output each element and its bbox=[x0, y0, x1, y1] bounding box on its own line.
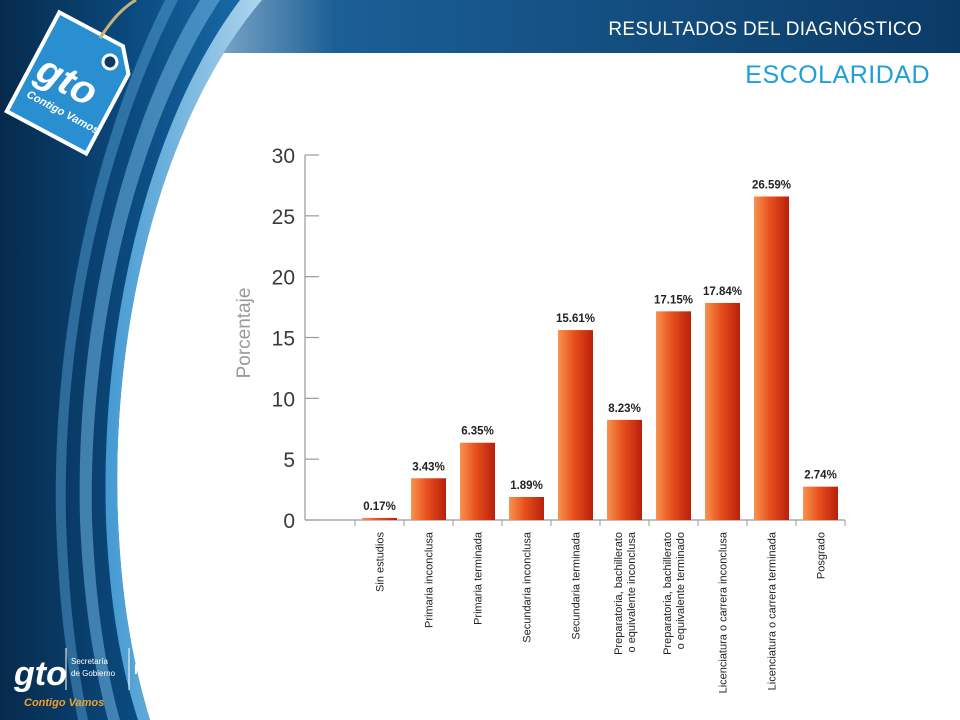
y-tick-label: 5 bbox=[283, 449, 295, 472]
category-label-line: o equivalente inconclusa bbox=[626, 531, 638, 652]
category-label-line: Primaria terminada bbox=[473, 531, 485, 625]
category-label: Preparatoria, bachillerato o equivalente … bbox=[613, 531, 638, 655]
footer-logos: gto Contigo Vamos Secretaría de Gobierno… bbox=[13, 648, 171, 709]
category-label-line: Posgrado bbox=[816, 532, 828, 579]
footer-org-line2: de Gobierno bbox=[71, 669, 116, 678]
footer-imug-logo: IMUG bbox=[134, 661, 171, 677]
bar bbox=[411, 478, 446, 520]
tag-string bbox=[98, 0, 137, 39]
category-label-line: Sin estudios bbox=[375, 532, 387, 592]
data-label: 2.74% bbox=[804, 470, 837, 482]
bar bbox=[558, 330, 593, 520]
category-label: Posgrado bbox=[816, 532, 828, 579]
category-label: Primaria terminada bbox=[473, 531, 485, 625]
data-label: 1.89% bbox=[510, 480, 543, 492]
category-label: Sin estudios bbox=[375, 532, 387, 592]
bar bbox=[705, 302, 740, 520]
y-tick-label: 25 bbox=[272, 206, 295, 229]
category-label-line: Preparatoria, bachillerato bbox=[662, 532, 674, 655]
left-swoosh-stripe bbox=[105, 0, 262, 720]
bar bbox=[362, 517, 397, 520]
bar bbox=[803, 486, 838, 520]
data-label: 17.84% bbox=[703, 286, 742, 298]
category-label-line: o equivalente terminado bbox=[675, 532, 687, 649]
bar bbox=[509, 497, 544, 520]
category-label-line: Preparatoria, bachillerato bbox=[613, 532, 625, 655]
category-label: Preparatoria, bachillerato o equivalente … bbox=[662, 532, 687, 655]
gto-tag-logo: gto Contigo Vamos bbox=[4, 9, 131, 157]
data-label: 8.23% bbox=[608, 403, 641, 415]
category-label-line: Licenciatura o carrera inconclusa bbox=[718, 531, 730, 693]
footer-slogan: Contigo Vamos bbox=[24, 697, 104, 709]
y-axis-label: Porcentaje bbox=[234, 288, 255, 379]
category-label: Secundaria terminada bbox=[571, 531, 583, 640]
category-label: Licenciatura o carrera inconclusa bbox=[718, 531, 730, 693]
y-tick-label: 20 bbox=[272, 267, 295, 290]
category-label: Secundaria inconclusa bbox=[522, 531, 534, 643]
y-tick-label: 15 bbox=[272, 328, 295, 351]
left-panel bbox=[0, 0, 262, 720]
bar bbox=[656, 311, 691, 520]
category-label-line: Secundaria inconclusa bbox=[522, 531, 534, 643]
bar bbox=[607, 419, 642, 520]
category-label: Licenciatura o carrera terminada bbox=[767, 531, 779, 690]
bar bbox=[460, 442, 495, 520]
y-tick-label: 0 bbox=[283, 510, 295, 533]
left-swoosh-stripe-3 bbox=[55, 0, 178, 720]
category-label-line: Secundaria terminada bbox=[571, 531, 583, 640]
footer-org-line1: Secretaría bbox=[71, 657, 108, 666]
data-label: 3.43% bbox=[412, 461, 445, 473]
data-label: 15.61% bbox=[556, 313, 595, 325]
y-tick-label: 10 bbox=[272, 388, 295, 411]
left-swoosh-stripe-2 bbox=[79, 0, 220, 720]
data-label: 0.17% bbox=[363, 501, 396, 513]
footer-gto-logo: gto bbox=[13, 655, 67, 693]
data-label: 6.35% bbox=[461, 426, 494, 438]
page-subtitle: ESCOLARIDAD bbox=[745, 61, 930, 89]
y-tick-label: 30 bbox=[272, 145, 295, 168]
bar bbox=[754, 196, 789, 520]
data-label: 17.15% bbox=[654, 294, 693, 306]
category-label-line: Licenciatura o carrera terminada bbox=[767, 531, 779, 690]
page-title: RESULTADOS DEL DIAGNÓSTICO bbox=[608, 19, 922, 40]
category-label: Primaria inconclusa bbox=[424, 531, 436, 628]
data-label: 26.59% bbox=[752, 179, 791, 191]
category-label-line: Primaria inconclusa bbox=[424, 531, 436, 628]
